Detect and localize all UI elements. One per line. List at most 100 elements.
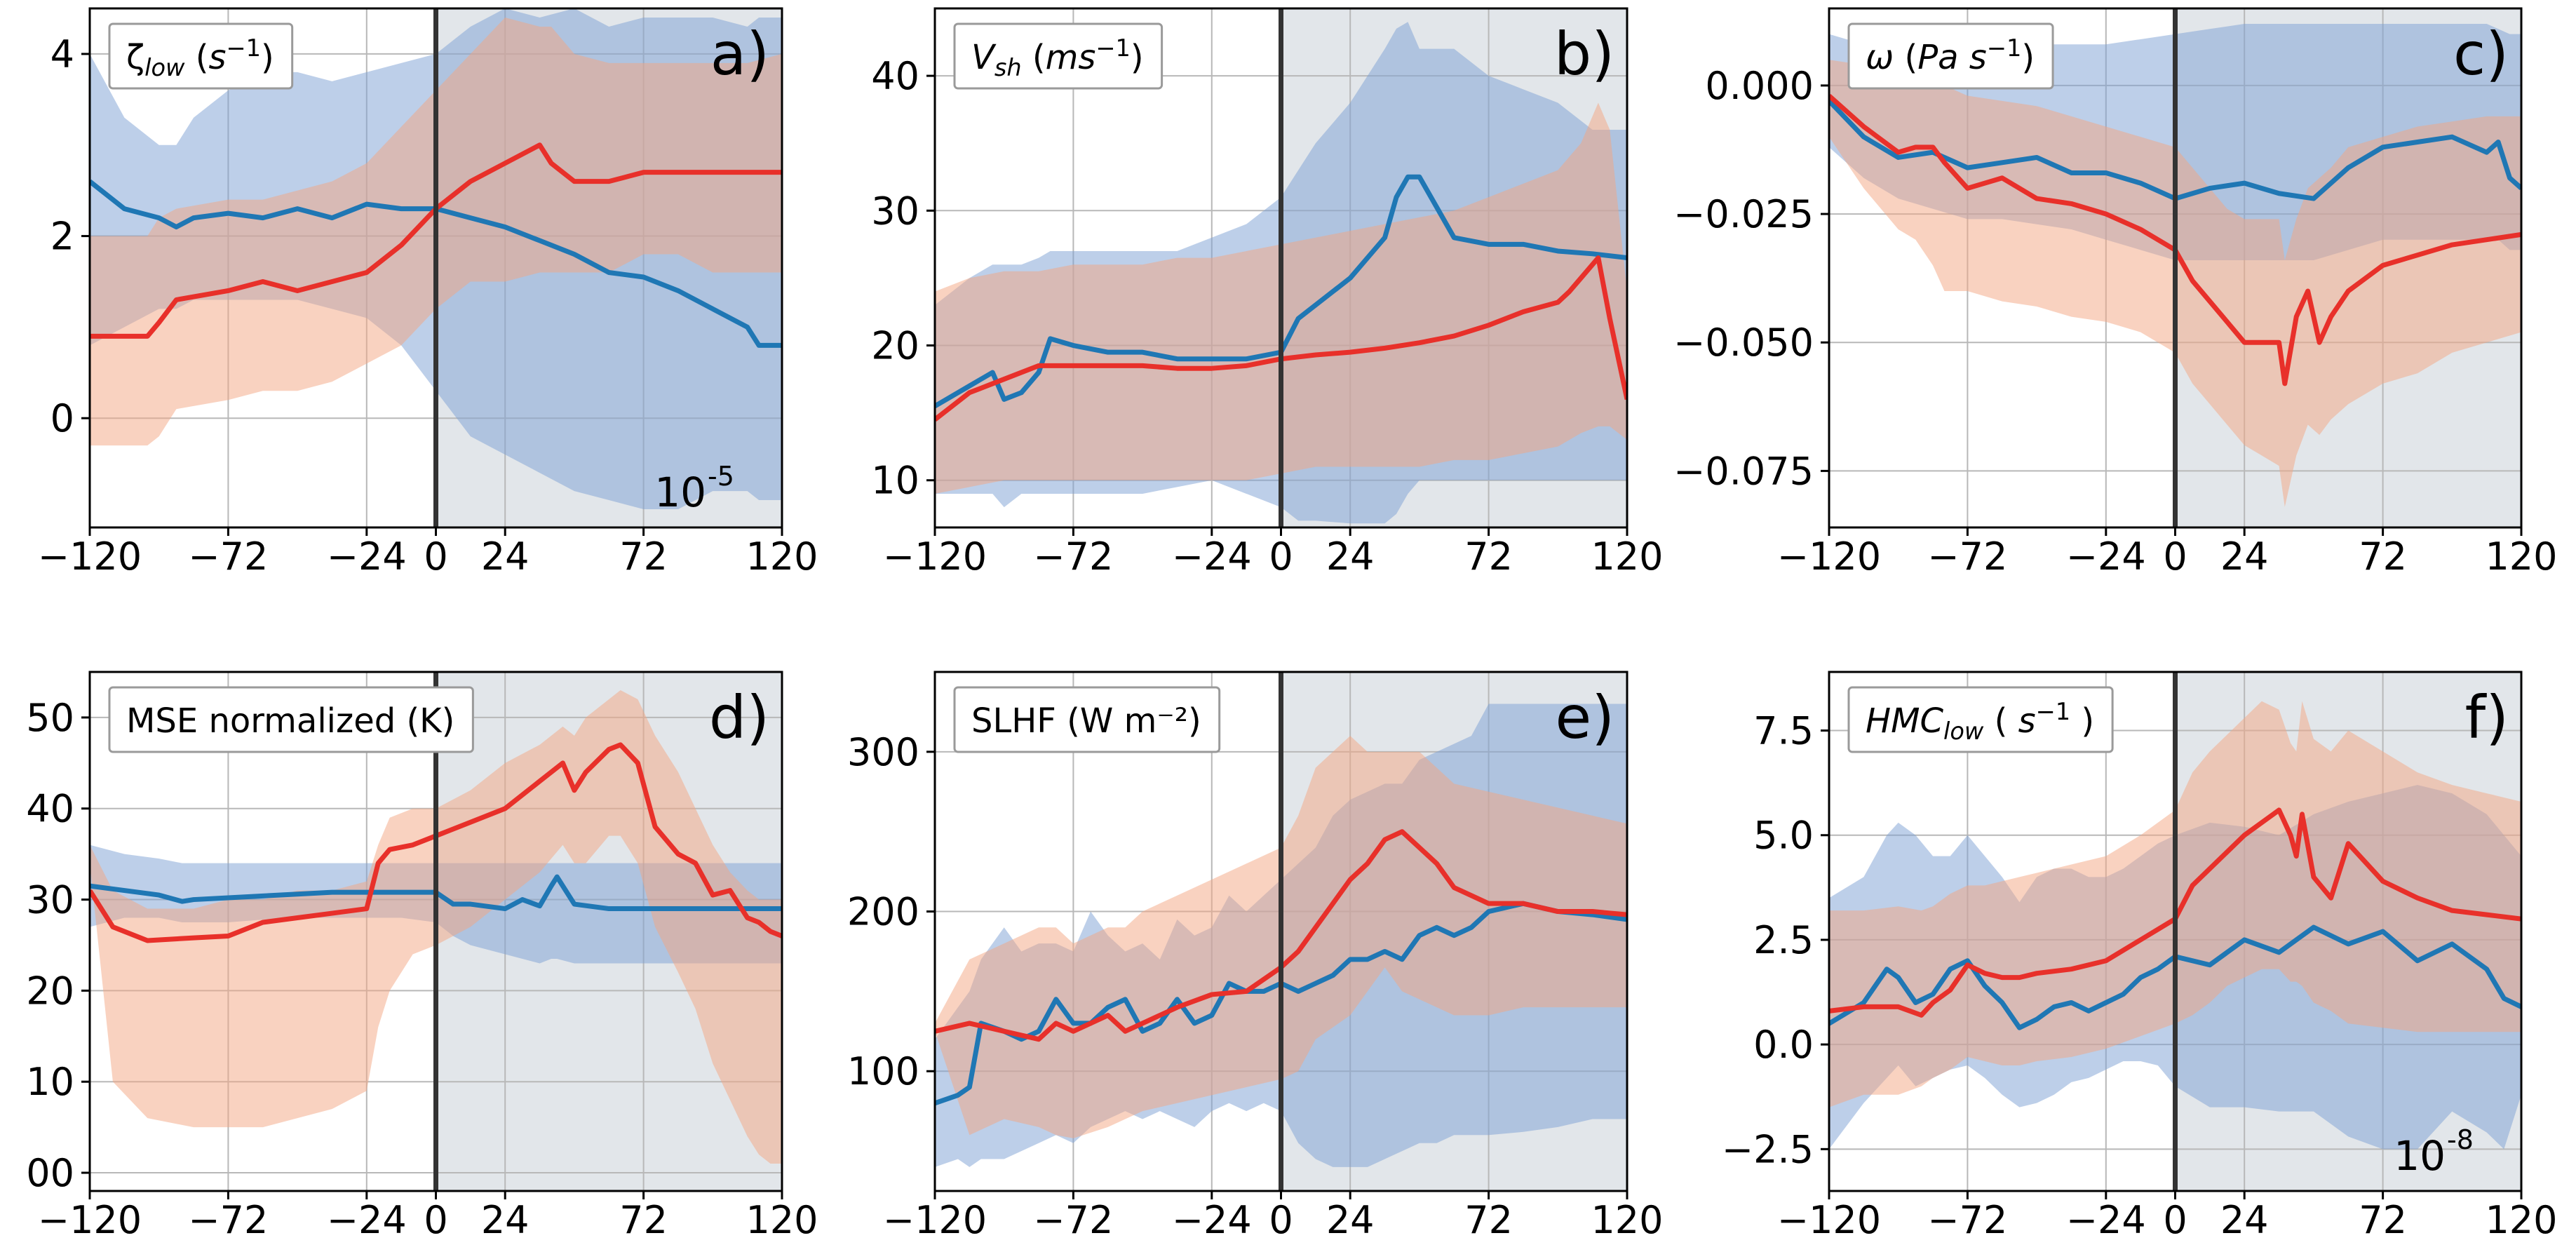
- x-tick-label: 0: [424, 1198, 447, 1242]
- y-tick-label: 300: [847, 730, 919, 774]
- x-tick-label: −120: [883, 1198, 987, 1242]
- x-tick-label: 0: [424, 534, 447, 579]
- x-tick-label: −72: [1927, 534, 2007, 579]
- red-mean-line: [90, 742, 782, 943]
- red-mean-line: [935, 829, 1627, 1042]
- x-tick-label: −24: [2066, 534, 2146, 579]
- panel-b: −120 −72 −24 0 24 72 120 10 20 30 40 Vsh (ms−1) b): [871, 7, 1664, 579]
- y-tick-label: 0: [50, 396, 74, 440]
- x-tick-label: 24: [481, 1198, 530, 1242]
- x-tick-label: 120: [1591, 534, 1663, 579]
- y-tick-label: −0.050: [1673, 321, 1814, 365]
- y-tick-label: 2: [50, 215, 74, 259]
- y-tick-label: 10: [26, 1060, 74, 1104]
- y-tick-label: 10: [871, 459, 919, 503]
- x-tick-label: 24: [1326, 1198, 1375, 1242]
- x-tick-label: −72: [1927, 1198, 2007, 1242]
- y-tick-label: −2.5: [1722, 1127, 1814, 1171]
- y-tick-label: 20: [26, 969, 74, 1013]
- x-tick-label: 24: [481, 534, 530, 579]
- panel-title-text: Vsh (ms−1): [971, 34, 1144, 81]
- panel-title-box: [1847, 686, 2114, 753]
- panel-title-box: [108, 686, 474, 753]
- x-tick-label: 24: [2220, 1198, 2269, 1242]
- x-tick-label: 120: [1591, 1198, 1663, 1242]
- panel-letter: a): [710, 20, 769, 88]
- x-tick-label: 24: [2220, 534, 2269, 579]
- x-tick-label: −24: [1172, 1198, 1252, 1242]
- x-tick-label: 72: [619, 534, 668, 579]
- y-tick-label: −0.025: [1673, 192, 1814, 236]
- blue-mean-line: [1829, 99, 2521, 201]
- y-tick-label: −0.075: [1673, 449, 1814, 493]
- panel-title-box: [953, 686, 1221, 753]
- y-tick-label: 2.5: [1753, 918, 1814, 962]
- blue-mean-line: [1829, 924, 2521, 1030]
- x-tick-label: −120: [38, 534, 142, 579]
- y-tick-label: 100: [847, 1049, 919, 1093]
- panel-title: MSE normalized (K): [108, 686, 474, 753]
- panel-letter: c): [2453, 20, 2509, 88]
- panel-title-box: [1847, 22, 2054, 90]
- x-tick-label: −72: [188, 534, 268, 579]
- panel-title: ζlow (s−1): [108, 22, 294, 90]
- x-tick-label: 72: [619, 1198, 668, 1242]
- panel-letter: d): [709, 683, 769, 752]
- panel-e: −120 −72 −24 0 24 72 120 100 200 300 SLHF (W m⁻²) e…: [847, 671, 1664, 1242]
- x-tick-label: −72: [1033, 1198, 1113, 1242]
- red-mean-line: [90, 142, 782, 339]
- x-tick-label: 24: [1326, 534, 1375, 579]
- x-tick-label: 72: [2359, 1198, 2407, 1242]
- y-tick-label: 30: [871, 189, 919, 233]
- x-tick-label: 0: [1269, 1198, 1293, 1242]
- x-tick-label: −24: [327, 1198, 407, 1242]
- x-tick-label: −120: [1777, 1198, 1881, 1242]
- panel-title-text: SLHF (W m⁻²): [971, 701, 1201, 741]
- y-tick-label: 50: [26, 696, 74, 740]
- y-tick-label: 00: [26, 1151, 74, 1195]
- x-tick-label: 120: [2485, 1198, 2557, 1242]
- x-tick-label: −24: [1172, 534, 1252, 579]
- panel-title: HMClow ( s−1 ): [1847, 686, 2114, 753]
- y-tick-label: 40: [871, 54, 919, 98]
- x-tick-label: −24: [327, 534, 407, 579]
- y-tick-label: 7.5: [1753, 709, 1814, 753]
- red-mean-line: [935, 255, 1627, 422]
- scale-note: 10: [2394, 1132, 2446, 1180]
- x-tick-label: 72: [1464, 534, 1513, 579]
- panel-f: −120 −72 −24 0 24 72 120 −2.5 0.0 2.5 5.0 7.5 HMClow…: [1722, 671, 2558, 1242]
- x-tick-label: 72: [1464, 1198, 1513, 1242]
- x-tick-label: 0: [1269, 534, 1293, 579]
- y-tick-label: 5.0: [1753, 814, 1814, 858]
- x-tick-label: −72: [188, 1198, 268, 1242]
- x-tick-label: 0: [2163, 1198, 2187, 1242]
- panel-title-box: [108, 22, 294, 90]
- blue-mean-line: [90, 874, 782, 912]
- panel-c: −120 −72 −24 0 24 72 120 0.000 −0.025 −0.050 −0.07…: [1673, 7, 2558, 579]
- red-mean-line: [1829, 807, 2521, 1018]
- y-tick-label: 0.0: [1753, 1023, 1814, 1067]
- x-tick-label: 120: [746, 1198, 818, 1242]
- x-tick-label: 0: [2163, 534, 2187, 579]
- panel-title: SLHF (W m⁻²): [953, 686, 1221, 753]
- y-tick-label: 20: [871, 324, 919, 368]
- y-tick-label: 40: [26, 787, 74, 831]
- red-mean-line: [1829, 93, 2521, 386]
- y-tick-label: 0.000: [1705, 64, 1814, 108]
- x-tick-label: −120: [38, 1198, 142, 1242]
- x-tick-label: 120: [746, 534, 818, 579]
- panel-letter: f): [2465, 683, 2509, 752]
- panel-title-box: [953, 22, 1164, 90]
- y-tick-label: 30: [26, 878, 74, 922]
- panel-letter: e): [1556, 683, 1614, 752]
- panel-d: −120 −72 −24 0 24 72 120 00 10 20 30 40 50 MSE normal…: [26, 671, 818, 1242]
- panel-letter: b): [1554, 20, 1614, 88]
- x-tick-label: −120: [1777, 534, 1881, 579]
- panel-title: ω (Pa s−1): [1847, 22, 2054, 90]
- x-tick-label: 120: [2485, 534, 2557, 579]
- x-tick-label: −24: [2066, 1198, 2146, 1242]
- scale-note-exponent: -8: [2447, 1124, 2474, 1155]
- y-tick-label: 4: [50, 32, 74, 76]
